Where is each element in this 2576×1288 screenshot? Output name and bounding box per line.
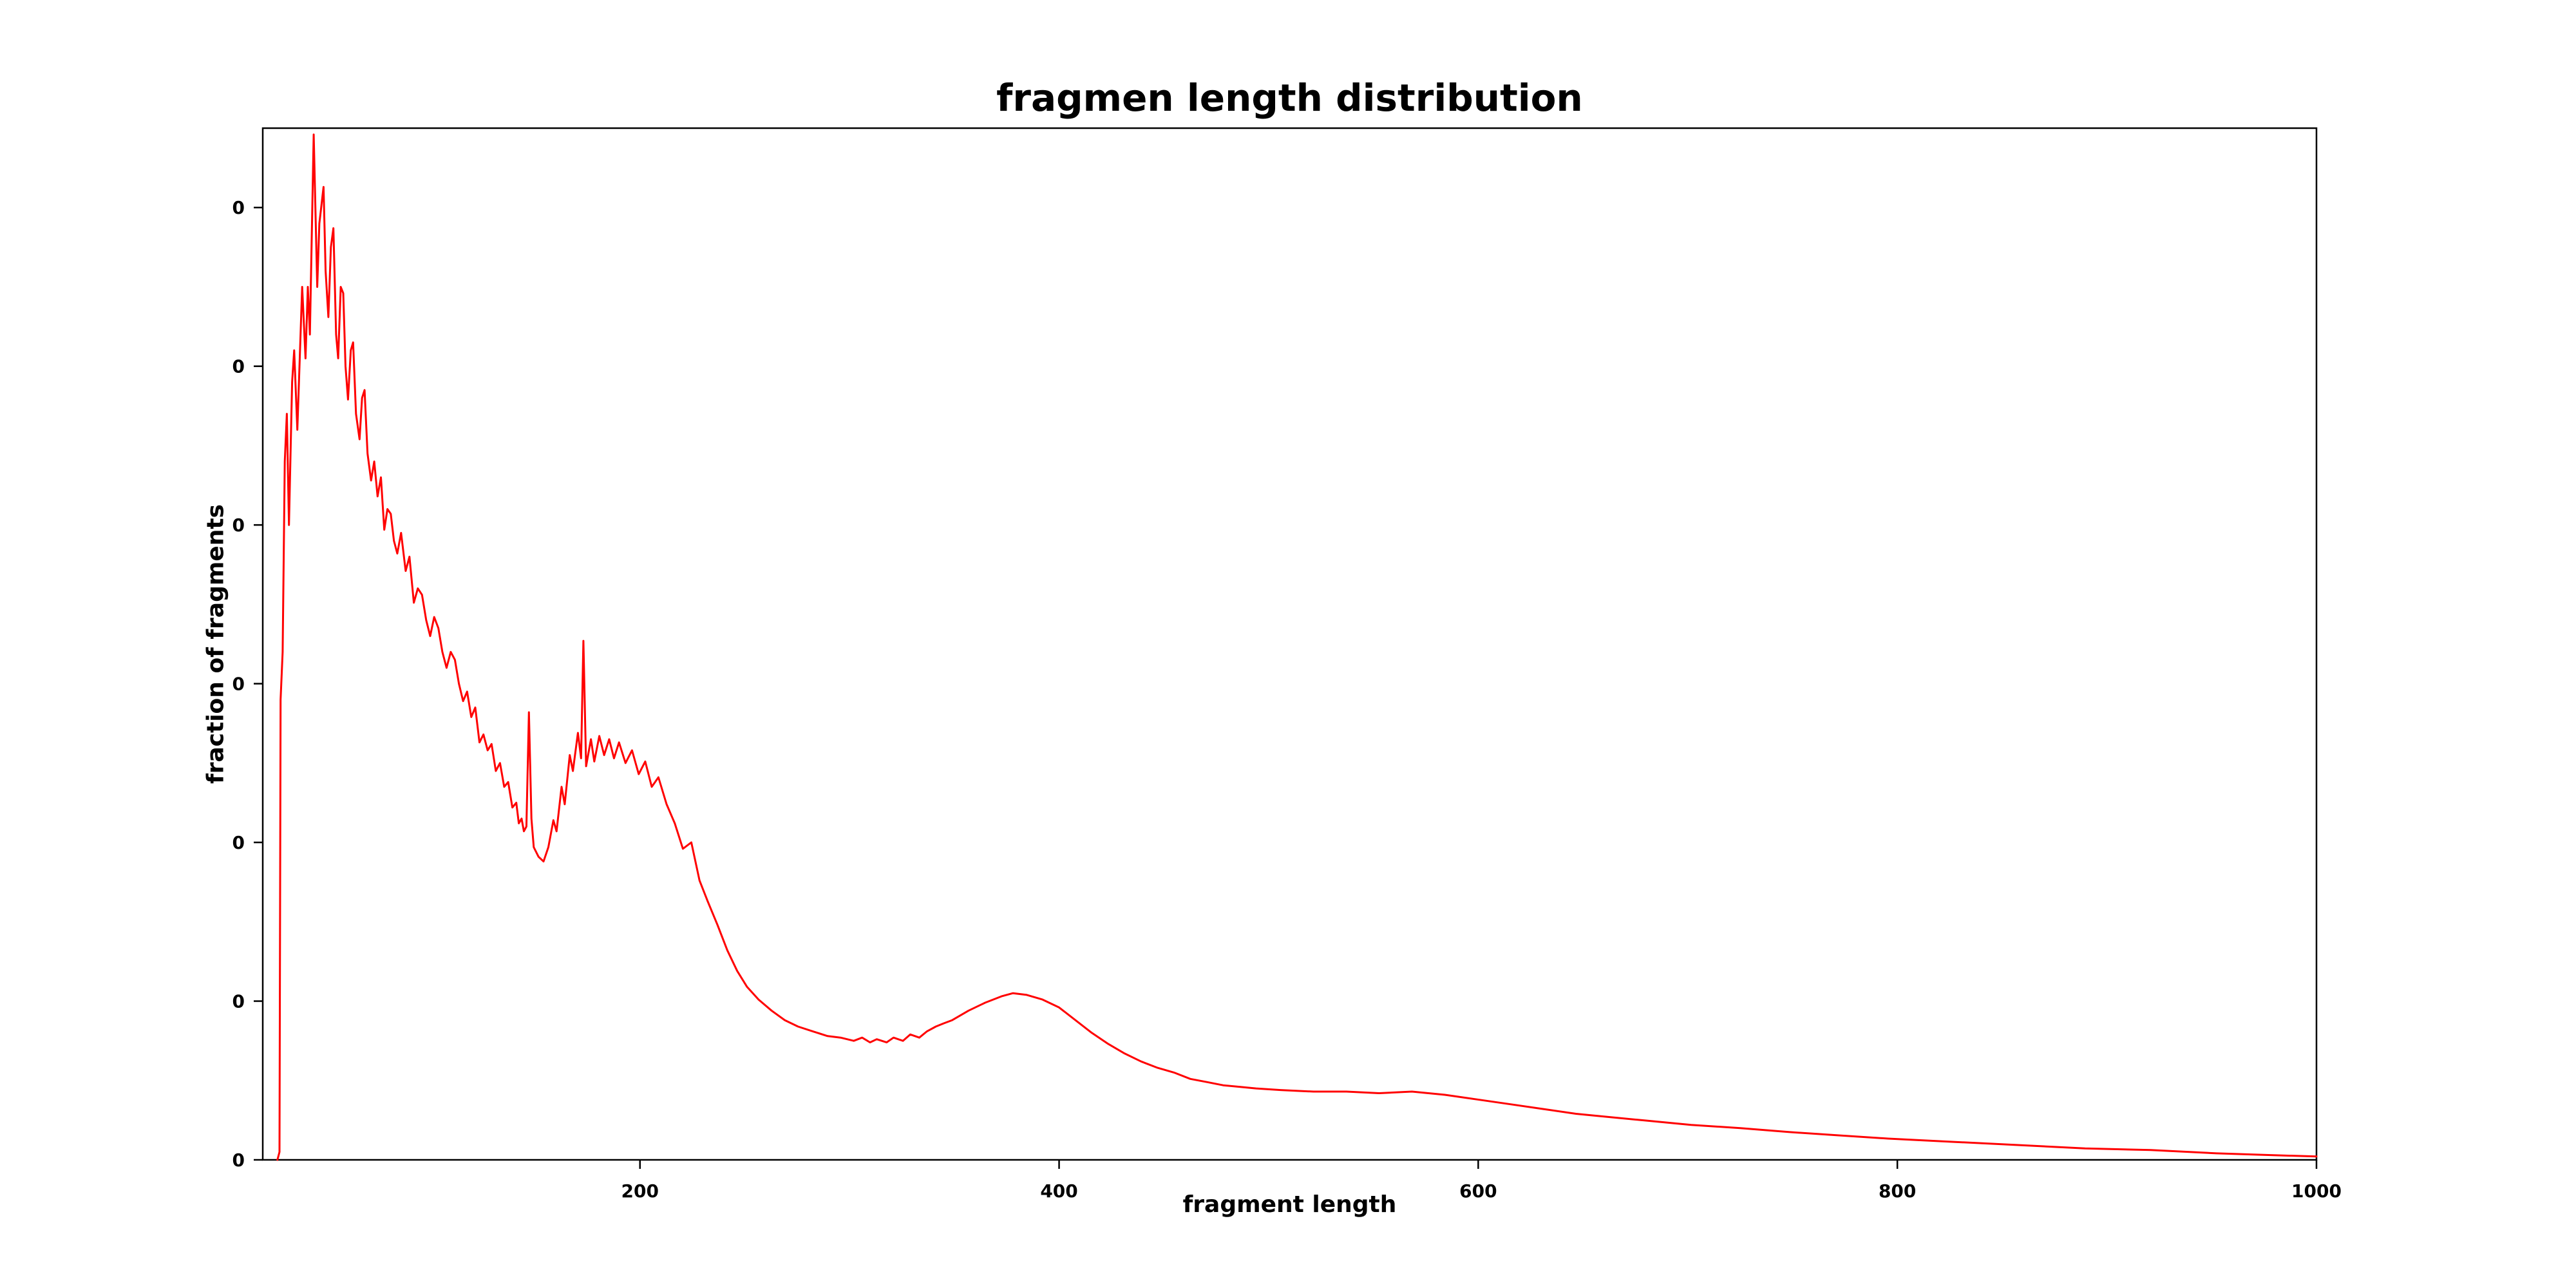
x-tick-label: 1000 [2291,1180,2342,1202]
plot-border [261,127,2318,1161]
plot-area: 200 400 600 800 1000 0 0 0 0 0 0 0 [232,127,2342,1202]
x-tick-label: 800 [1879,1180,1916,1202]
y-tick-label: 0 [232,832,245,853]
y-tick-label: 0 [232,515,245,536]
x-tick-label: 400 [1040,1180,1077,1202]
plot-svg: 200 400 600 800 1000 0 0 0 0 0 0 0 [232,127,2342,1202]
y-tick-label: 0 [232,356,245,377]
x-axis-label: fragment length [1182,1191,1397,1218]
x-tick-label: 600 [1459,1180,1497,1202]
y-tick-label: 0 [232,197,245,218]
y-tick-label: 0 [232,674,245,695]
data-line [276,133,2318,1161]
y-tick-label: 0 [232,1150,245,1171]
y-tick-label: 0 [232,991,245,1012]
chart-title: fragmen length distribution [996,76,1583,120]
x-tick-label: 200 [621,1180,659,1202]
y-axis-label: fraction of fragments [202,504,229,784]
